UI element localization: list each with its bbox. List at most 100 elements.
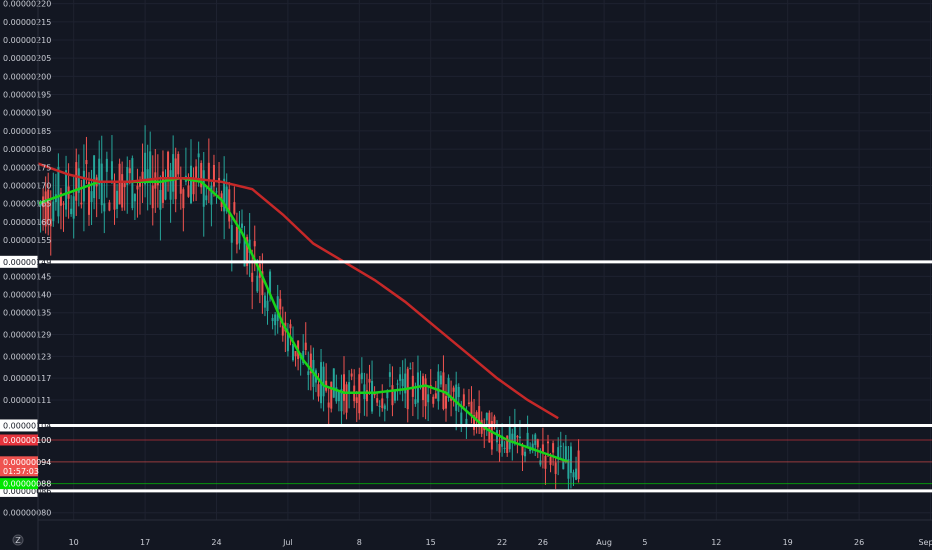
- candle-body: [179, 179, 182, 194]
- x-tick-label: 24: [211, 538, 221, 547]
- y-tick-label: 0.00000117: [3, 374, 51, 383]
- candle-body: [103, 203, 106, 212]
- y-tick-label: 0.00000175: [3, 163, 51, 172]
- candle-body: [121, 174, 124, 208]
- price-tag-box: [0, 478, 38, 490]
- candle-body: [478, 406, 481, 426]
- candle-body: [164, 179, 167, 200]
- candle-body: [59, 192, 62, 206]
- candle-body: [70, 208, 73, 215]
- candle-body: [238, 227, 241, 244]
- price-tag-label: 0.00000100: [3, 436, 51, 445]
- candle-body: [261, 271, 264, 296]
- y-tick-label: 0.00000200: [3, 72, 51, 81]
- candle-body: [146, 169, 149, 182]
- candle-body: [521, 444, 524, 456]
- candle-body: [212, 164, 215, 187]
- candle-body: [432, 396, 435, 404]
- candle-body: [493, 416, 496, 424]
- candle-body: [233, 202, 236, 214]
- candle-body: [439, 375, 442, 385]
- price-tag-label: 0.00000094: [3, 458, 51, 467]
- candle-body: [253, 241, 256, 247]
- candle-body: [322, 366, 325, 397]
- candle-body: [149, 151, 152, 180]
- candle-body: [457, 386, 460, 398]
- candle-body: [401, 378, 404, 387]
- candle-body: [414, 399, 417, 405]
- candle-body: [383, 405, 386, 410]
- candle-body: [187, 185, 190, 197]
- candle-body: [404, 373, 407, 394]
- corner-badge[interactable]: Z: [12, 534, 24, 546]
- candle-body: [524, 451, 527, 457]
- candle-body: [131, 158, 134, 209]
- candle-body: [243, 238, 246, 267]
- candle-body: [317, 384, 320, 397]
- candle-body: [223, 178, 226, 212]
- series-line-0: [37, 176, 569, 463]
- candle-body: [340, 389, 343, 412]
- y-tick-label: 0.00000170: [3, 181, 51, 190]
- candle-body: [422, 376, 425, 401]
- candle-body: [411, 375, 414, 397]
- y-tick-label: 0.00000155: [3, 236, 51, 245]
- candle-body: [335, 387, 338, 402]
- candle-body: [116, 190, 119, 209]
- candle-body: [190, 165, 192, 204]
- x-tick-label: Aug: [596, 538, 612, 547]
- candle-body: [126, 166, 129, 185]
- candle-body: [100, 163, 103, 206]
- candle-body: [518, 436, 521, 439]
- x-tick-label: Jul: [282, 538, 293, 547]
- y-tick-label: 0.00000215: [3, 18, 51, 27]
- y-tick-label: 0.00000123: [3, 352, 51, 361]
- level-label: 0.00000104: [3, 421, 51, 430]
- candle-body: [154, 172, 157, 189]
- level-lines: 0.00000149 0.00000104 0.00000086: [0, 255, 932, 497]
- x-tick-label: 19: [783, 538, 793, 547]
- candle-body: [151, 185, 154, 209]
- candle-body: [345, 384, 348, 413]
- y-tick-label: 0.00000165: [3, 200, 51, 209]
- candle-body: [195, 166, 198, 182]
- candle-body: [562, 459, 565, 470]
- candle-body: [205, 195, 208, 201]
- candle-body: [409, 368, 412, 370]
- candle-body: [388, 372, 391, 377]
- candle-body: [141, 171, 144, 182]
- corner-badge-text: Z: [15, 536, 21, 545]
- y-tick-label: 0.00000185: [3, 127, 51, 136]
- candle-body: [302, 351, 305, 364]
- candle-body: [473, 415, 476, 430]
- candle-body: [274, 314, 277, 326]
- candle-body: [57, 166, 60, 217]
- candle-body: [269, 271, 272, 293]
- candle-body: [230, 225, 233, 243]
- candle-body: [113, 182, 116, 210]
- candle-body: [348, 382, 351, 393]
- candle-body: [572, 472, 575, 478]
- candle-body: [470, 401, 473, 416]
- candle-body: [373, 393, 376, 396]
- y-axis: 0.00000220 0.00000215 0.00000210 0.00000205…: [3, 0, 51, 550]
- candle-body: [337, 391, 340, 402]
- candle-body: [75, 162, 78, 201]
- candle-body: [281, 325, 284, 336]
- candle-body: [434, 393, 437, 399]
- candle-body: [156, 181, 159, 186]
- grid: [38, 0, 932, 520]
- candle-body: [437, 371, 440, 402]
- y-tick-label: 0.00000080: [3, 509, 51, 518]
- candle-body: [108, 202, 111, 211]
- candle-body: [343, 374, 345, 401]
- series-line-1: [37, 162, 559, 420]
- candle-body: [289, 324, 292, 329]
- candle-body: [360, 372, 363, 380]
- candle-body: [365, 390, 368, 402]
- candle-body: [177, 154, 180, 175]
- x-tick-label: 5: [642, 538, 647, 547]
